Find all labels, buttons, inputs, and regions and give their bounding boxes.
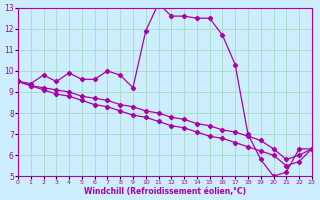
X-axis label: Windchill (Refroidissement éolien,°C): Windchill (Refroidissement éolien,°C) [84,187,246,196]
